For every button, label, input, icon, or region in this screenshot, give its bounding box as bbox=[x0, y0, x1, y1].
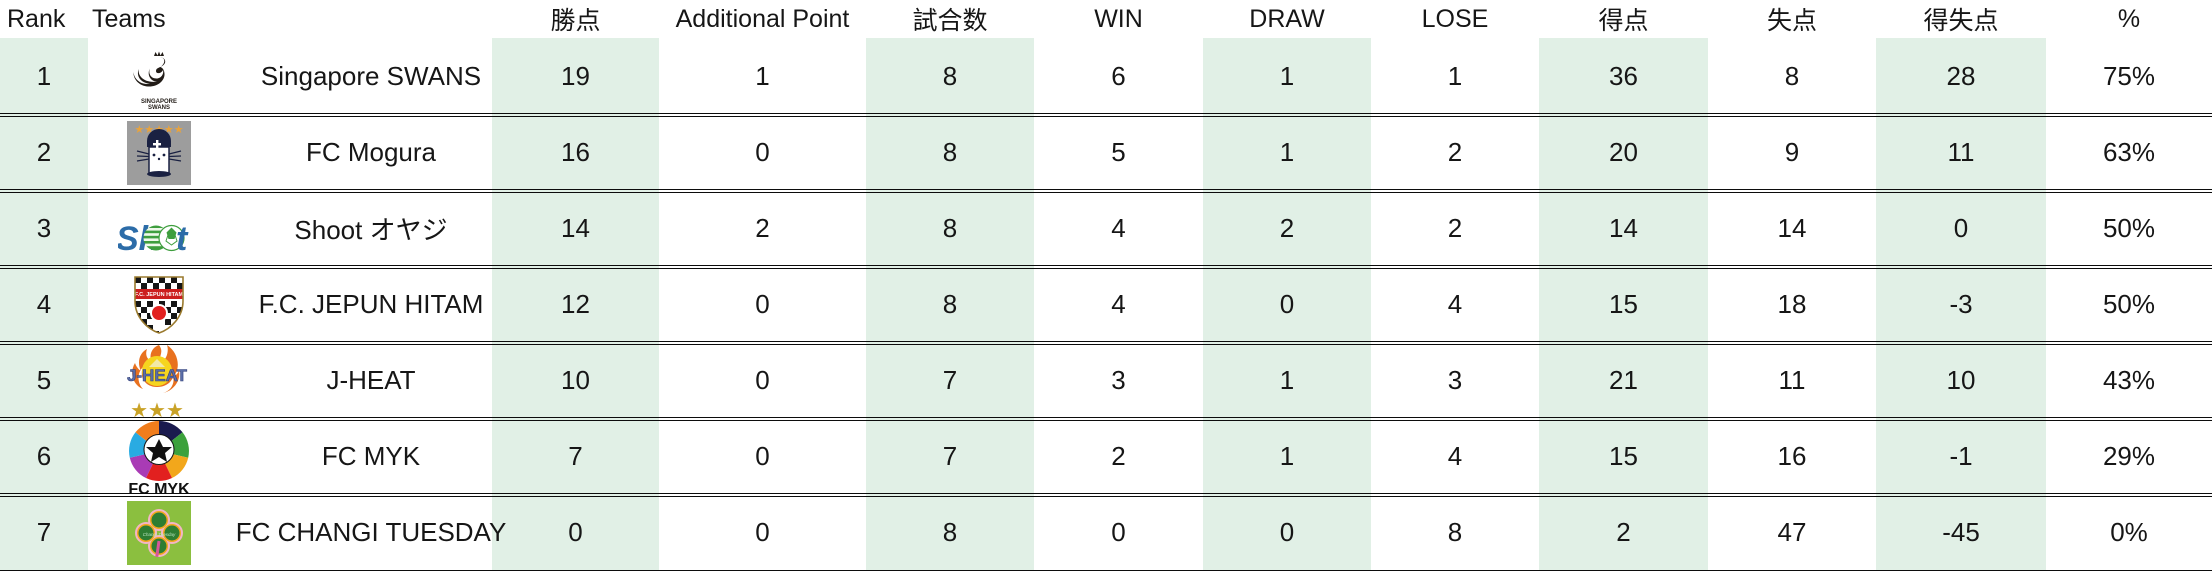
svg-text:FC MYK: FC MYK bbox=[128, 481, 190, 498]
svg-text:Changi Tuesday: Changi Tuesday bbox=[143, 532, 176, 537]
svg-text:J-HEAT: J-HEAT bbox=[127, 366, 188, 385]
svg-text:SWANS: SWANS bbox=[148, 105, 170, 109]
svg-text:F.C. JEPUN HITAM: F.C. JEPUN HITAM bbox=[135, 292, 184, 298]
svg-text:t: t bbox=[176, 220, 189, 258]
